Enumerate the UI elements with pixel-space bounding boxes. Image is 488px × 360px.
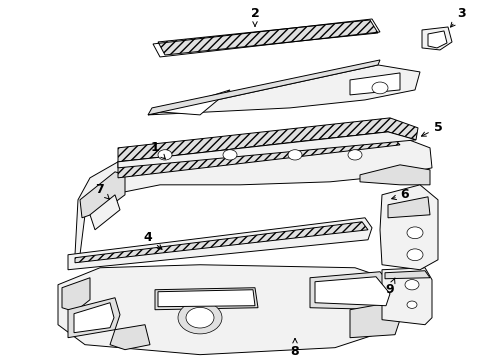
Circle shape xyxy=(347,150,361,160)
Polygon shape xyxy=(80,172,125,218)
Text: 8: 8 xyxy=(290,338,299,358)
Polygon shape xyxy=(68,298,120,338)
Polygon shape xyxy=(118,132,399,178)
Polygon shape xyxy=(148,65,419,115)
Polygon shape xyxy=(74,303,114,333)
Polygon shape xyxy=(314,277,389,306)
Text: 5: 5 xyxy=(421,121,442,136)
Polygon shape xyxy=(359,165,429,185)
Polygon shape xyxy=(421,27,451,50)
Text: 7: 7 xyxy=(96,183,109,199)
Circle shape xyxy=(406,204,422,216)
Circle shape xyxy=(178,302,222,334)
Polygon shape xyxy=(160,90,229,115)
Polygon shape xyxy=(158,20,377,55)
Polygon shape xyxy=(148,60,379,115)
Polygon shape xyxy=(58,265,404,355)
Text: 6: 6 xyxy=(391,188,408,201)
Circle shape xyxy=(371,82,387,94)
Circle shape xyxy=(223,150,237,160)
Circle shape xyxy=(406,227,422,239)
Circle shape xyxy=(404,280,418,290)
Circle shape xyxy=(158,150,172,160)
Polygon shape xyxy=(349,73,399,95)
Polygon shape xyxy=(158,290,254,307)
Text: 3: 3 xyxy=(449,8,466,27)
Text: 2: 2 xyxy=(250,8,259,26)
Circle shape xyxy=(406,301,416,309)
Polygon shape xyxy=(90,195,120,230)
Circle shape xyxy=(185,307,214,328)
Polygon shape xyxy=(68,218,371,270)
Text: 9: 9 xyxy=(385,278,394,296)
Text: 4: 4 xyxy=(143,231,162,249)
Polygon shape xyxy=(118,118,417,162)
Polygon shape xyxy=(118,132,415,168)
Text: 1: 1 xyxy=(150,141,165,159)
Polygon shape xyxy=(349,302,399,338)
Polygon shape xyxy=(309,272,394,310)
Circle shape xyxy=(287,150,302,160)
Polygon shape xyxy=(75,132,431,255)
Polygon shape xyxy=(387,197,429,218)
Polygon shape xyxy=(155,288,258,310)
Circle shape xyxy=(406,249,422,261)
Polygon shape xyxy=(384,271,429,279)
Polygon shape xyxy=(75,222,367,263)
Polygon shape xyxy=(110,325,150,350)
Polygon shape xyxy=(427,31,446,48)
Polygon shape xyxy=(379,185,437,270)
Polygon shape xyxy=(381,268,431,325)
Polygon shape xyxy=(62,278,90,312)
